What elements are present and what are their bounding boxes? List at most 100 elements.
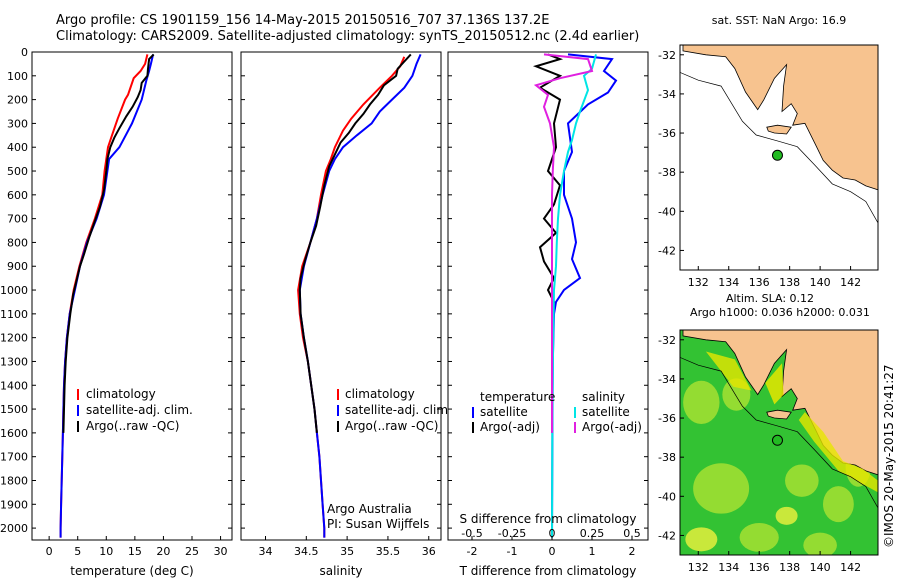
y-tick-label: 800 <box>7 236 28 249</box>
y-tick-label: 0 <box>21 46 28 59</box>
sla-patch <box>775 506 798 525</box>
y-tick-label: 100 <box>7 70 28 83</box>
shelf-yellow <box>765 363 784 405</box>
s-tick-label: 0.5 <box>623 527 641 540</box>
annotation: PI: Susan Wijffels <box>327 517 429 531</box>
sla-patch <box>803 532 837 555</box>
map-title: Altim. SLA: 0.12 <box>726 292 814 305</box>
y-tick-label: -36 <box>658 127 676 140</box>
depth-contour <box>680 72 878 224</box>
x-tick-label: 25 <box>185 545 199 558</box>
depth-contour <box>680 357 878 509</box>
x-tick-label: 35 <box>340 545 354 558</box>
y-tick-label: 2000 <box>0 522 28 535</box>
y-tick-label: 1800 <box>0 474 28 487</box>
s-axis-label: S difference from climatology <box>460 512 637 526</box>
y-tick-label: -42 <box>658 529 676 542</box>
s-tick-label: 0 <box>549 527 556 540</box>
y-tick-label: -34 <box>658 88 676 101</box>
plot-frame <box>240 51 442 541</box>
legend-title: salinity <box>582 390 625 404</box>
y-tick-label: -32 <box>658 334 676 347</box>
legend-entry: satellite-adj. clim. <box>86 403 193 417</box>
panel-temperature: 0100200300400500600700800900100011001200… <box>0 46 233 578</box>
x-tick-label: 142 <box>840 561 861 574</box>
y-tick-label: -34 <box>658 373 676 386</box>
legend-entry: Argo(-adj) <box>480 420 540 434</box>
plot-frame <box>31 51 233 541</box>
x-tick-label: 15 <box>128 545 142 558</box>
y-tick-label: 1100 <box>0 308 28 321</box>
y-tick-label: 600 <box>7 189 28 202</box>
legend-entry: satellite <box>480 405 528 419</box>
x-tick-label: -2 <box>467 545 478 558</box>
y-tick-label: 400 <box>7 141 28 154</box>
legend-entry: Argo(..raw -QC) <box>345 419 438 433</box>
x-axis-label: T difference from climatology <box>459 564 637 578</box>
x-tick-label: 138 <box>779 276 800 289</box>
panel-difference: -2 -1 0 1 2 -0.5 -0.25 0 0.25 0.5S difference fro… <box>447 51 649 578</box>
side-label: ©IMOS 20-May-2015 20:41:27 <box>882 364 896 548</box>
legend-entry: Argo(-adj) <box>582 420 642 434</box>
land <box>682 330 878 476</box>
y-tick-label: 1000 <box>0 284 28 297</box>
map-subtitle: Argo h1000: 0.036 h2000: 0.031 <box>690 306 870 319</box>
y-tick-label: 1400 <box>0 379 28 392</box>
legend-entry: climatology <box>86 387 156 401</box>
x-tick-label: 138 <box>779 561 800 574</box>
x-tick-label: -1 <box>507 545 518 558</box>
sla-patch <box>785 464 819 497</box>
x-tick-label: 140 <box>810 276 831 289</box>
x-tick-label: 134 <box>718 276 739 289</box>
plot-frame <box>447 51 649 541</box>
sla-patch <box>823 486 854 523</box>
x-axis-label: salinity <box>319 564 362 578</box>
y-tick-label: 1600 <box>0 427 28 440</box>
panel-map-sla: 132 134 136 138 140 142 -32 -34 -36 -38 -40 -42 Alti… <box>658 292 879 574</box>
y-tick-label: 1900 <box>0 498 28 511</box>
panel-salinity: 34 34.5 35 35.5 36 salinity climatology satelli… <box>240 51 452 578</box>
x-tick-label: 30 <box>214 545 228 558</box>
shelf-yellow <box>705 351 752 391</box>
x-tick-label: 10 <box>99 545 113 558</box>
series-line-sat_s <box>551 54 597 538</box>
x-tick-label: 34.5 <box>294 545 319 558</box>
y-tick-label: -32 <box>658 49 676 62</box>
y-tick-label: 700 <box>7 213 28 226</box>
land <box>682 45 878 191</box>
panel-map-sst: 132 134 136 138 140 142 -32 -34 -36 -38 -40 -42 sat.… <box>658 14 879 289</box>
x-tick-label: 34 <box>258 545 272 558</box>
title-line-1: Argo profile: CS 1901159_156 14-May-2015… <box>56 13 550 28</box>
x-tick-label: 132 <box>688 276 709 289</box>
y-tick-label: -40 <box>658 490 676 503</box>
series-line-argo <box>62 53 155 433</box>
title-line-2: Climatology: CARS2009. Satellite-adjuste… <box>56 29 640 44</box>
s-tick-label: -0.5 <box>461 527 482 540</box>
map-title: sat. SST: NaN Argo: 16.9 <box>712 14 846 27</box>
map-content <box>680 330 878 555</box>
y-tick-label: 1300 <box>0 355 28 368</box>
x-tick-label: 35.5 <box>376 545 401 558</box>
x-tick-label: 132 <box>688 561 709 574</box>
x-tick-label: 136 <box>749 561 770 574</box>
x-tick-label: 2 <box>629 545 636 558</box>
legend-entry: climatology <box>345 387 415 401</box>
y-tick-label: 300 <box>7 117 28 130</box>
y-tick-label: 500 <box>7 165 28 178</box>
sla-patch <box>693 463 750 514</box>
legend-entry: satellite-adj. clim. <box>345 403 452 417</box>
series-line-argo <box>532 53 564 433</box>
x-tick-label: 20 <box>156 545 170 558</box>
shelf-yellow <box>798 412 878 493</box>
y-tick-label: 1700 <box>0 451 28 464</box>
map-frame <box>679 329 879 556</box>
legend-entry: Argo(..raw -QC) <box>86 419 179 433</box>
sla-patch <box>685 527 718 552</box>
series-line-argo_s <box>533 53 594 433</box>
y-tick-label: 1200 <box>0 332 28 345</box>
y-tick-label: -36 <box>658 412 676 425</box>
x-tick-label: 134 <box>718 561 739 574</box>
island <box>766 409 792 420</box>
x-tick-label: 0 <box>46 545 53 558</box>
s-tick-label: -0.25 <box>498 527 526 540</box>
